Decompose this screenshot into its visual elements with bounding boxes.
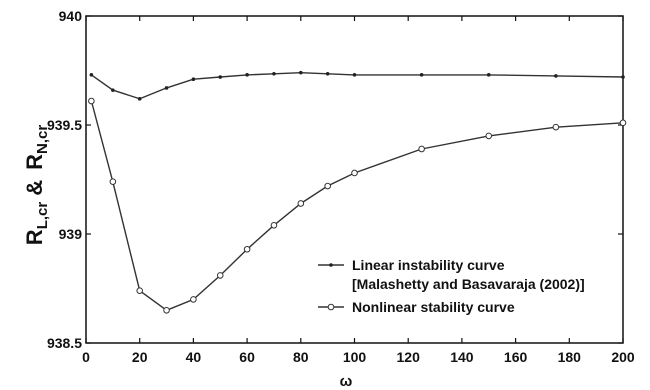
data-point-1 xyxy=(486,73,491,77)
data-point-1 xyxy=(245,73,249,77)
data-point-2 xyxy=(324,182,331,190)
x-tick-label: 160 xyxy=(504,349,528,365)
data-point-1 xyxy=(137,97,142,101)
data-point-1 xyxy=(191,77,196,82)
data-point-2 xyxy=(485,132,493,140)
legend: Linear instability curve [Malashetty and … xyxy=(318,257,585,315)
x-axis-label: ω xyxy=(340,373,353,390)
data-point-2 xyxy=(216,272,224,279)
x-tick-label: 100 xyxy=(343,349,367,365)
data-point-2 xyxy=(163,307,170,314)
axes: 0 20 40 60 80 100 120 140 160 180 200 938.5 939 939.5… xyxy=(47,8,635,365)
x-tick-label: 0 xyxy=(82,349,90,365)
x-tick-label: 60 xyxy=(239,349,255,365)
data-point-1 xyxy=(89,73,94,77)
data-point-2 xyxy=(351,169,358,177)
data-point-2 xyxy=(109,178,117,185)
data-point-1 xyxy=(299,70,303,75)
legend-label: [Malashetty and Basavaraja (2002)] xyxy=(352,276,585,292)
data-point-2 xyxy=(297,200,305,207)
y-tick-label: 938.5 xyxy=(47,335,82,351)
x-tick-label: 80 xyxy=(293,349,309,365)
x-tick-label: 20 xyxy=(132,349,148,365)
legend-label: Linear instability curve xyxy=(352,257,505,273)
data-point-2 xyxy=(619,119,627,127)
legend-marker-2 xyxy=(327,303,335,311)
data-point-1 xyxy=(554,74,558,78)
x-tick-label: 120 xyxy=(397,349,421,365)
data-point-1 xyxy=(164,86,169,90)
y-tick-label: 939 xyxy=(59,226,83,242)
data-point-1 xyxy=(352,73,357,77)
legend-marker-1 xyxy=(329,263,333,267)
y-tick-label: 940 xyxy=(59,8,83,24)
x-tick-label: 140 xyxy=(450,349,474,365)
plot-frame xyxy=(85,15,624,344)
y-axis-label: RL,cr&RN,cr xyxy=(22,125,51,246)
y-tick-label: 939.5 xyxy=(47,117,82,133)
data-point-1 xyxy=(272,71,276,76)
data-point-1 xyxy=(325,71,330,76)
data-point-2 xyxy=(243,245,251,253)
x-tick-label: 40 xyxy=(186,349,202,365)
series-layer xyxy=(88,70,627,314)
x-tick-label: 200 xyxy=(611,349,635,365)
data-point-1 xyxy=(419,73,424,77)
data-point-1 xyxy=(218,75,223,79)
data-point-2 xyxy=(88,97,95,105)
legend-label: Nonlinear stability curve xyxy=(352,299,515,315)
x-tick-label: 180 xyxy=(558,349,582,365)
data-point-2 xyxy=(418,145,425,153)
data-point-1 xyxy=(621,75,625,79)
data-point-1 xyxy=(111,88,115,92)
data-point-2 xyxy=(270,221,278,229)
data-point-2 xyxy=(190,296,197,303)
data-point-2 xyxy=(136,287,143,294)
data-point-2 xyxy=(552,123,560,131)
series-line-1 xyxy=(90,71,624,100)
